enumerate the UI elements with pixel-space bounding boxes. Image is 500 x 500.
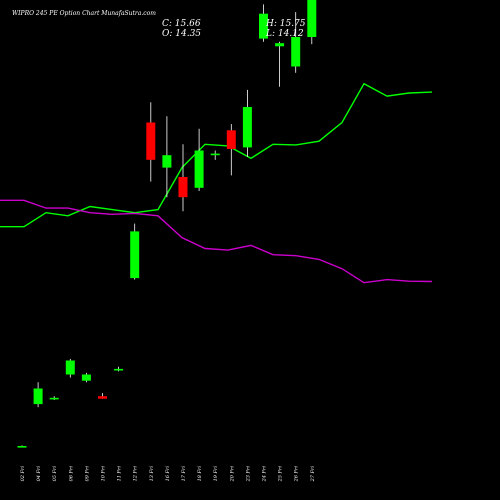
x-tick-label: 25 Fri — [278, 466, 284, 483]
candle — [114, 366, 124, 372]
candle — [242, 89, 252, 157]
candle — [130, 223, 140, 280]
candle-body-up — [259, 13, 268, 39]
candle-body-up — [194, 150, 204, 188]
candle — [49, 396, 59, 400]
candle-body-up — [33, 388, 43, 405]
indicator-lines — [0, 82, 433, 284]
open-value: O: 14.35 — [162, 29, 202, 39]
candle — [65, 358, 75, 378]
x-tick-label: 26 Fri — [294, 466, 300, 483]
candle-body-up — [65, 360, 75, 375]
x-tick-label: 17 Fri — [181, 466, 187, 482]
candle-body-up — [275, 43, 285, 47]
candle — [178, 144, 188, 212]
candle-body-up — [291, 37, 301, 67]
candle-body-down — [98, 396, 107, 399]
x-tick-label: 23 Fri — [245, 466, 251, 483]
candle-body-up — [114, 368, 124, 371]
candles — [17, 0, 317, 448]
candle — [307, 0, 317, 45]
candle-body-up — [210, 153, 220, 156]
candle-body-up — [162, 155, 172, 168]
candle — [226, 124, 236, 176]
chart-title: WIPRO 245 PE Option Chart MunafaSutra.co… — [12, 10, 156, 17]
x-tick-label: 02 Fri — [20, 466, 26, 482]
x-tick-label: 06 Fri — [68, 466, 74, 482]
x-tick-label: 16 Fri — [165, 466, 171, 482]
candle-body-down — [226, 130, 236, 149]
candle — [275, 41, 285, 87]
x-tick-label: 19 Fri — [213, 466, 219, 482]
x-tick-label: 12 Fri — [133, 466, 139, 482]
x-tick-label: 20 Fri — [229, 466, 235, 483]
x-axis-ticks: 02 Fri 04 Fri 05 Fri 06 Fri 09 Fri 10 Fri 11 F… — [20, 466, 316, 483]
candle — [210, 150, 220, 160]
candle — [81, 372, 91, 383]
x-tick-label: 09 Fri — [84, 466, 90, 482]
candle — [291, 12, 301, 73]
candle-body-up — [17, 446, 27, 448]
x-tick-label: 13 Fri — [149, 466, 155, 482]
candle — [194, 128, 204, 191]
x-tick-label: 04 Fri — [36, 466, 42, 482]
candle-body-up — [130, 231, 140, 279]
candle — [17, 445, 27, 448]
candle — [146, 102, 156, 182]
candle-body-up — [49, 397, 59, 400]
candle — [162, 116, 172, 198]
low-value: L: 14.12 — [266, 29, 304, 39]
upper-indicator-line — [0, 82, 433, 228]
x-tick-label: 18 Fri — [197, 466, 203, 482]
close-value: C: 15.66 — [162, 19, 201, 29]
candle — [259, 4, 268, 42]
high-value: H: 15.75 — [266, 19, 306, 29]
lower-indicator-line — [0, 199, 433, 284]
candle-body-up — [242, 107, 252, 148]
x-tick-label: 27 Fri — [310, 466, 316, 483]
candle-body-down — [146, 122, 156, 160]
candle — [33, 382, 43, 408]
x-tick-label: 11 Fri — [117, 466, 123, 482]
candle-body-up — [81, 374, 91, 381]
candle — [98, 393, 107, 399]
x-tick-label: 24 Fri — [262, 466, 268, 483]
candle-body-down — [178, 177, 188, 198]
candle-body-up — [307, 0, 317, 38]
x-tick-label: 05 Fri — [52, 466, 58, 482]
x-tick-label: 10 Fri — [101, 466, 107, 482]
